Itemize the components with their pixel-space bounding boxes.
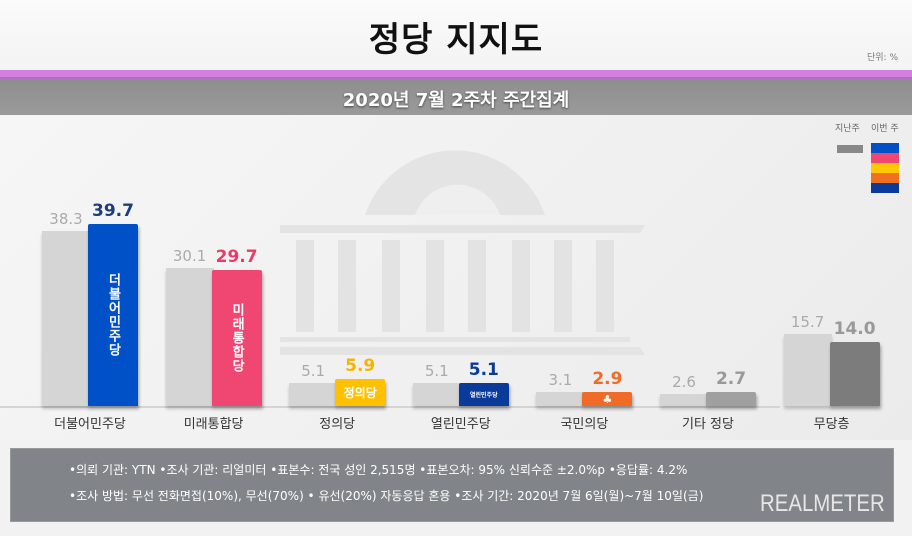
last-week-bar bbox=[660, 394, 708, 406]
this-week-value: 2.9 bbox=[592, 369, 623, 389]
last-week-bar bbox=[412, 383, 461, 406]
this-week-value: 39.7 bbox=[92, 201, 134, 221]
last-week-bar bbox=[42, 231, 90, 406]
last-week-value: 5.1 bbox=[301, 362, 326, 380]
bar-group: 3.1 2.9 ♣ 국민의당 bbox=[536, 115, 636, 440]
chart-baseline bbox=[0, 406, 780, 408]
bar-chart: 지난주 이번 주 38.3 39.7 더불어민주당 더불어민주당 30.1 29… bbox=[0, 115, 912, 440]
subtitle-bar: 2020년 7월 2주차 주간집계 bbox=[0, 79, 912, 115]
party-logo: 더불어민주당 bbox=[105, 273, 121, 357]
national-assembly-watermark-icon bbox=[280, 150, 645, 355]
this-week-bar: 열린민주당 bbox=[458, 383, 509, 406]
page-title: 정당 지지도 bbox=[368, 20, 544, 60]
this-week-bar bbox=[706, 392, 756, 406]
last-week-bar bbox=[165, 268, 214, 406]
survey-info-panel: •의뢰 기관: YTN •조사 기관: 리얼미터 •표본수: 전국 성인 2,5… bbox=[10, 448, 894, 522]
last-week-value: 38.3 bbox=[49, 210, 83, 228]
last-week-bar bbox=[289, 383, 338, 406]
last-week-bar bbox=[536, 392, 585, 406]
category-label: 더불어민주당 bbox=[54, 417, 126, 432]
this-week-bar: ♣ bbox=[582, 392, 633, 406]
bar-group: 15.7 14.0 무당층 bbox=[783, 115, 884, 440]
category-label: 무당층 bbox=[813, 417, 850, 432]
survey-info-line-2: •조사 방법: 무선 전화면접(10%), 무선(70%) • 유선(20%) … bbox=[69, 489, 704, 503]
party-logo-icon: ♣ bbox=[602, 392, 613, 406]
header: 정당 지지도 단위: % bbox=[0, 0, 912, 70]
category-label: 국민의당 bbox=[560, 417, 609, 432]
this-week-bar: 정의당 bbox=[335, 379, 386, 406]
category-label: 열린민주당 bbox=[430, 417, 491, 432]
this-week-value: 5.9 bbox=[345, 356, 376, 376]
last-week-value: 3.1 bbox=[548, 371, 573, 389]
last-week-bar bbox=[783, 334, 832, 406]
category-label: 미래통합당 bbox=[183, 417, 244, 432]
last-week-value: 2.6 bbox=[672, 373, 696, 391]
this-week-value: 14.0 bbox=[833, 319, 876, 339]
this-week-bar: 미래통합당 bbox=[211, 270, 262, 406]
bar-group: 30.1 29.7 미래통합당 미래통합당 bbox=[165, 115, 266, 440]
realmeter-logo: REALMETER bbox=[760, 490, 885, 517]
bar-group: 5.1 5.9 정의당 정의당 bbox=[289, 115, 389, 440]
survey-info-line-1: •의뢰 기관: YTN •조사 기관: 리얼미터 •표본수: 전국 성인 2,5… bbox=[69, 463, 688, 477]
category-label: 정의당 bbox=[319, 417, 356, 432]
this-week-value: 2.7 bbox=[715, 369, 747, 389]
legend-this-week-label: 이번 주 bbox=[871, 124, 899, 134]
bar-group: 5.1 5.1 열린민주당 열린민주당 bbox=[412, 115, 513, 440]
party-logo: 미래통합당 bbox=[229, 303, 245, 373]
chart-subtitle: 2020년 7월 2주차 주간집계 bbox=[342, 90, 570, 111]
this-week-bar: 더불어민주당 bbox=[88, 224, 138, 406]
accent-divider bbox=[0, 70, 912, 79]
legend-last-week-swatch bbox=[837, 145, 863, 153]
bar-group: 38.3 39.7 더불어민주당 더불어민주당 bbox=[42, 115, 142, 440]
party-logo: 정의당 bbox=[343, 386, 377, 400]
this-week-bar bbox=[829, 342, 880, 406]
party-logo: 열린민주당 bbox=[469, 392, 498, 399]
bar-group: 2.6 2.7 기타 정당 bbox=[660, 115, 760, 440]
unit-label: 단위: % bbox=[866, 53, 898, 63]
last-week-value: 30.1 bbox=[172, 247, 207, 265]
last-week-value: 15.7 bbox=[790, 313, 825, 331]
this-week-value: 29.7 bbox=[215, 247, 258, 267]
legend-last-week-label: 지난주 bbox=[835, 124, 860, 134]
this-week-value: 5.1 bbox=[468, 360, 499, 380]
category-label: 기타 정당 bbox=[682, 417, 734, 432]
legend-this-week-swatch bbox=[871, 143, 899, 193]
last-week-value: 5.1 bbox=[424, 362, 449, 380]
